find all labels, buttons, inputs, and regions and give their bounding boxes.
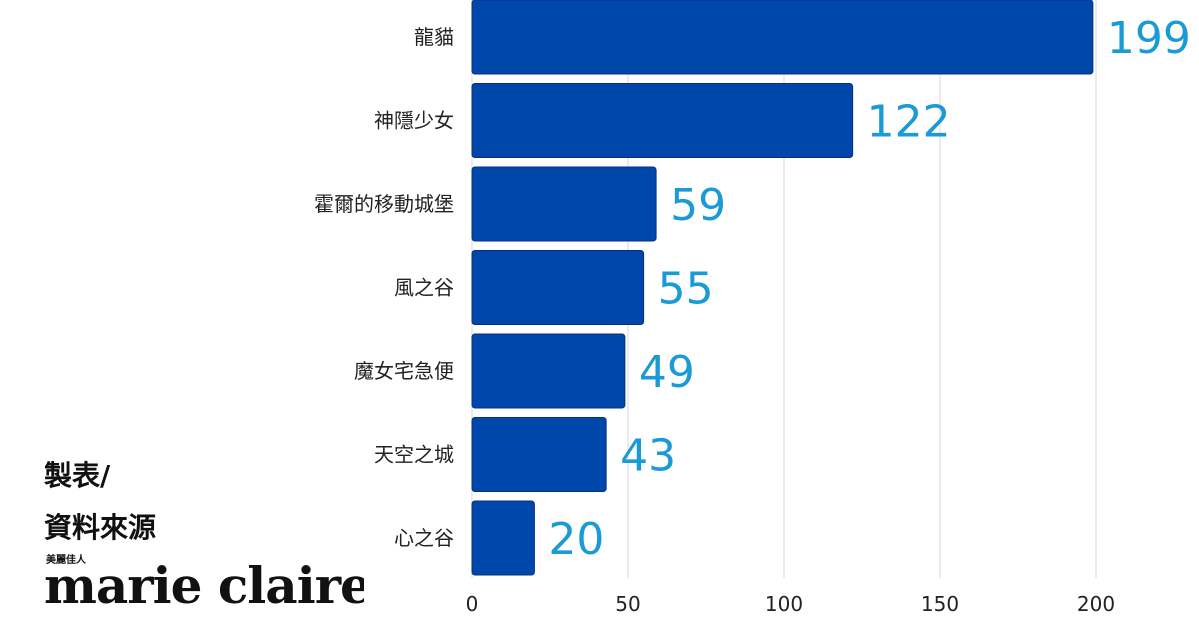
value-label: 199 <box>1107 13 1191 64</box>
credit-made-by: 製表/ <box>44 459 111 492</box>
logo-wordmark: marie claire <box>44 556 364 609</box>
value-label: 59 <box>670 180 726 231</box>
category-label: 神隱少女 <box>374 109 454 133</box>
bar <box>471 166 657 242</box>
value-label: 122 <box>867 97 951 148</box>
value-labels: 199 122 59 55 49 43 20 <box>548 13 1190 565</box>
x-tick-label: 150 <box>921 592 959 616</box>
value-label: 20 <box>548 514 604 565</box>
value-label: 43 <box>620 431 676 482</box>
bar <box>471 83 854 158</box>
marie-claire-logo: 美麗佳人 marie claire <box>44 553 364 609</box>
bar <box>471 0 1094 75</box>
bar <box>471 250 645 325</box>
value-label: 55 <box>658 264 714 315</box>
x-tick-label: 100 <box>765 592 803 616</box>
x-tick-label: 0 <box>466 592 479 616</box>
x-axis-ticks: 0 50 100 150 200 <box>466 592 1115 616</box>
bar <box>471 333 626 409</box>
value-label: 49 <box>639 347 695 398</box>
category-label: 天空之城 <box>374 443 454 467</box>
category-label: 魔女宅急便 <box>354 359 454 383</box>
category-label: 心之谷 <box>394 526 454 550</box>
x-tick-label: 200 <box>1077 592 1115 616</box>
x-tick-label: 50 <box>615 592 640 616</box>
bar <box>471 500 535 576</box>
bars <box>471 0 1094 576</box>
logo-subtitle: 美麗佳人 <box>46 553 87 566</box>
credit-source: 資料來源 <box>44 511 157 544</box>
category-label: 龍貓 <box>414 25 454 49</box>
category-label: 霍爾的移動城堡 <box>314 192 454 216</box>
bar <box>471 417 607 492</box>
category-label: 風之谷 <box>394 276 454 300</box>
